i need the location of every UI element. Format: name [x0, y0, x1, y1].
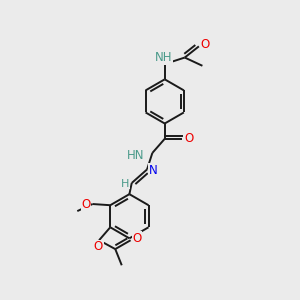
Text: NH: NH [154, 51, 172, 64]
Text: HN: HN [127, 149, 144, 162]
Text: H: H [121, 178, 129, 189]
Text: O: O [184, 132, 194, 145]
Text: O: O [94, 240, 103, 253]
Text: O: O [201, 38, 210, 51]
Text: N: N [149, 164, 158, 176]
Text: O: O [82, 197, 91, 211]
Text: O: O [132, 232, 142, 245]
